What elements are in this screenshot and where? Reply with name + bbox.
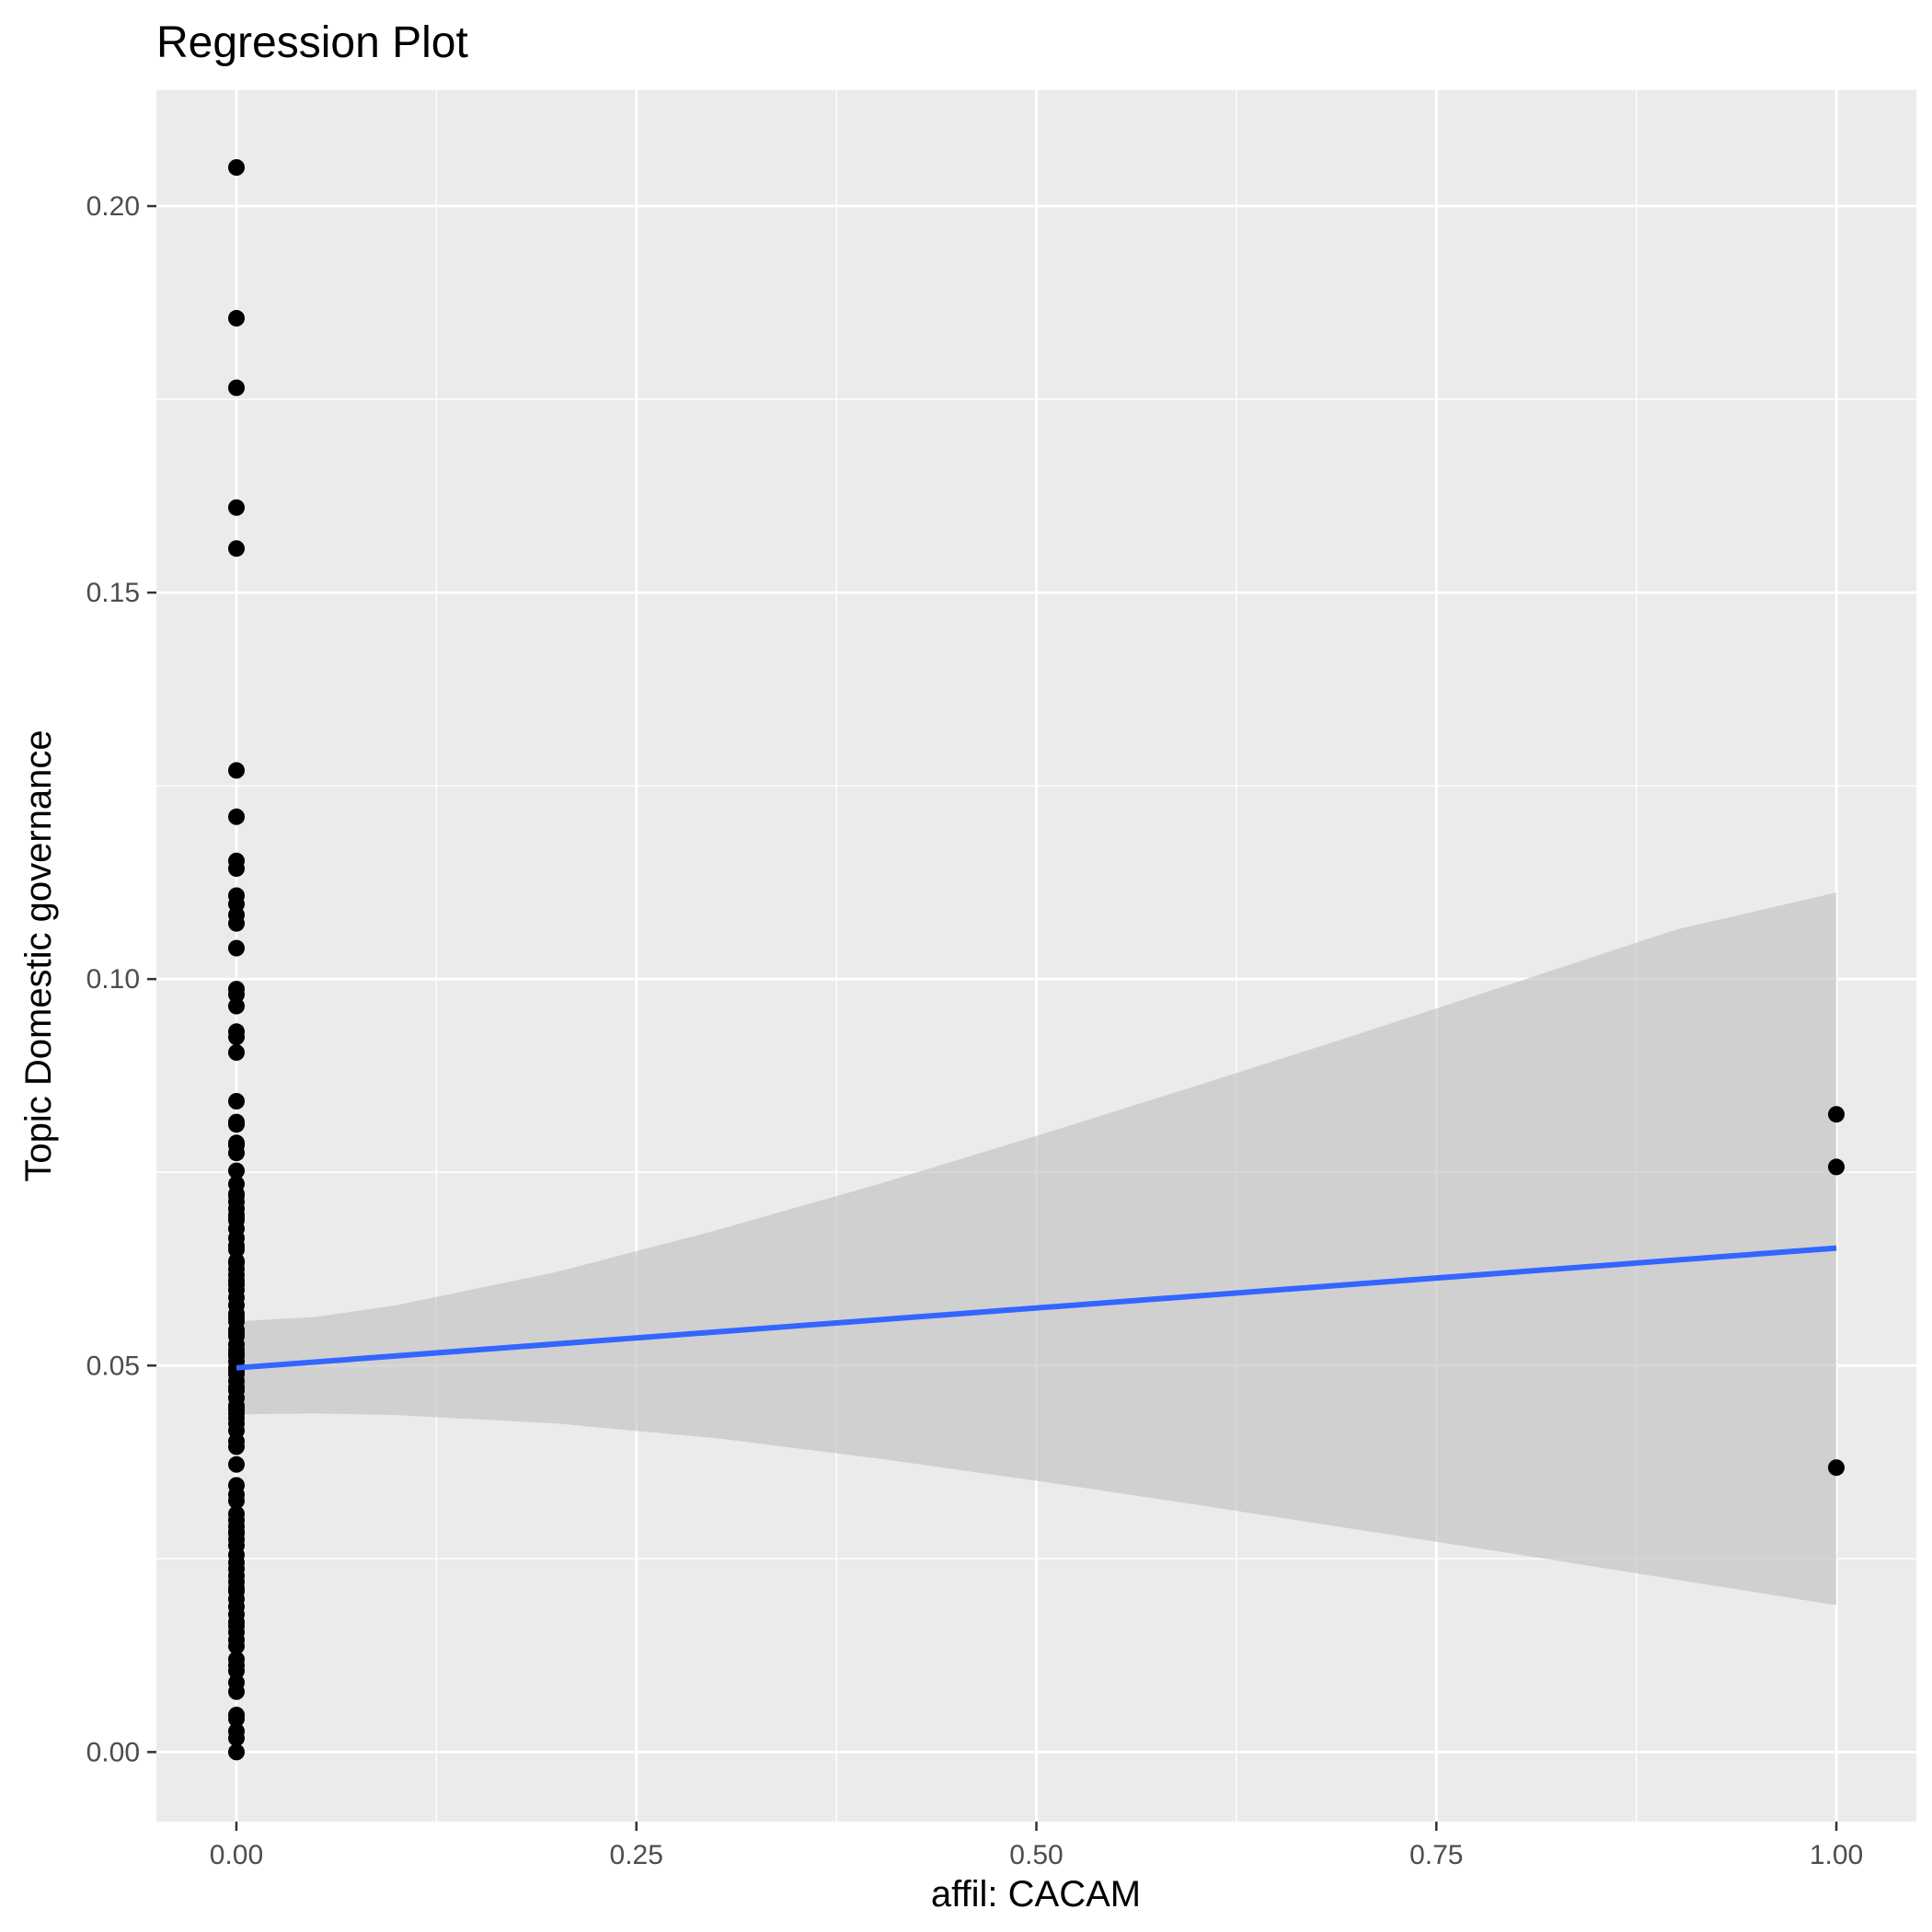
data-point (228, 379, 245, 397)
data-point (228, 1432, 245, 1450)
x-tick-label: 1.00 (1810, 1840, 1863, 1870)
data-point (228, 1113, 245, 1131)
data-point (228, 1029, 245, 1046)
data-point (228, 1136, 245, 1154)
data-point (1828, 1158, 1845, 1176)
data-point (228, 1617, 245, 1635)
data-point (228, 914, 245, 932)
data-point (228, 1187, 245, 1204)
x-tick-label: 0.25 (610, 1840, 663, 1870)
data-point (228, 986, 245, 1003)
data-point (228, 1638, 245, 1655)
data-point (228, 1276, 245, 1294)
data-point (228, 1345, 245, 1363)
data-point (228, 499, 245, 516)
x-tick-label: 0.50 (1009, 1840, 1063, 1870)
data-point (228, 1477, 245, 1494)
data-point (228, 762, 245, 779)
y-tick-label: 0.20 (86, 191, 140, 222)
data-point (228, 1455, 245, 1473)
data-point (228, 1378, 245, 1396)
data-point (228, 1710, 245, 1728)
data-point (228, 1093, 245, 1110)
data-point (228, 1683, 245, 1700)
chart-title: Regression Plot (156, 18, 468, 67)
data-point (228, 939, 245, 957)
data-point (228, 1657, 245, 1674)
y-tick-label: 0.10 (86, 964, 140, 995)
x-tick-label: 0.00 (210, 1840, 263, 1870)
data-point (228, 1309, 245, 1327)
data-point (228, 1730, 245, 1747)
data-point (228, 1325, 245, 1341)
y-tick-label: 0.00 (86, 1737, 140, 1767)
data-point (1828, 1459, 1845, 1477)
points-layer (228, 159, 1845, 1761)
x-tick-label: 0.75 (1409, 1840, 1463, 1870)
data-point (228, 540, 245, 558)
fit-line-layer (236, 1245, 1837, 1371)
data-point (1828, 1106, 1845, 1123)
data-point (228, 1241, 245, 1259)
data-point (228, 997, 245, 1015)
data-point (228, 1580, 245, 1597)
data-point (228, 1252, 245, 1270)
y-axis-title: Topic Domestic governance (18, 730, 59, 1181)
x-axis: 0.00 0.25 0.50 0.75 1.00 (210, 1822, 1863, 1870)
confidence-ribbon-layer (236, 892, 1836, 1605)
data-point (228, 1523, 245, 1540)
data-point (228, 1162, 245, 1179)
y-axis: 0.00 0.05 0.10 0.15 0.20 (86, 191, 156, 1767)
data-point (228, 860, 245, 878)
data-point (228, 1209, 245, 1225)
y-tick-label: 0.05 (86, 1351, 140, 1381)
data-point (228, 1044, 245, 1061)
regression-line (236, 1245, 1837, 1371)
data-point (228, 1401, 245, 1419)
data-point (228, 159, 245, 176)
data-point (228, 808, 245, 825)
data-point (228, 1492, 245, 1510)
data-point (228, 309, 245, 327)
data-point (228, 1743, 245, 1761)
confidence-ribbon (236, 892, 1836, 1605)
y-tick-label: 0.15 (86, 578, 140, 608)
x-axis-title: affil: CACAM (931, 1874, 1141, 1915)
